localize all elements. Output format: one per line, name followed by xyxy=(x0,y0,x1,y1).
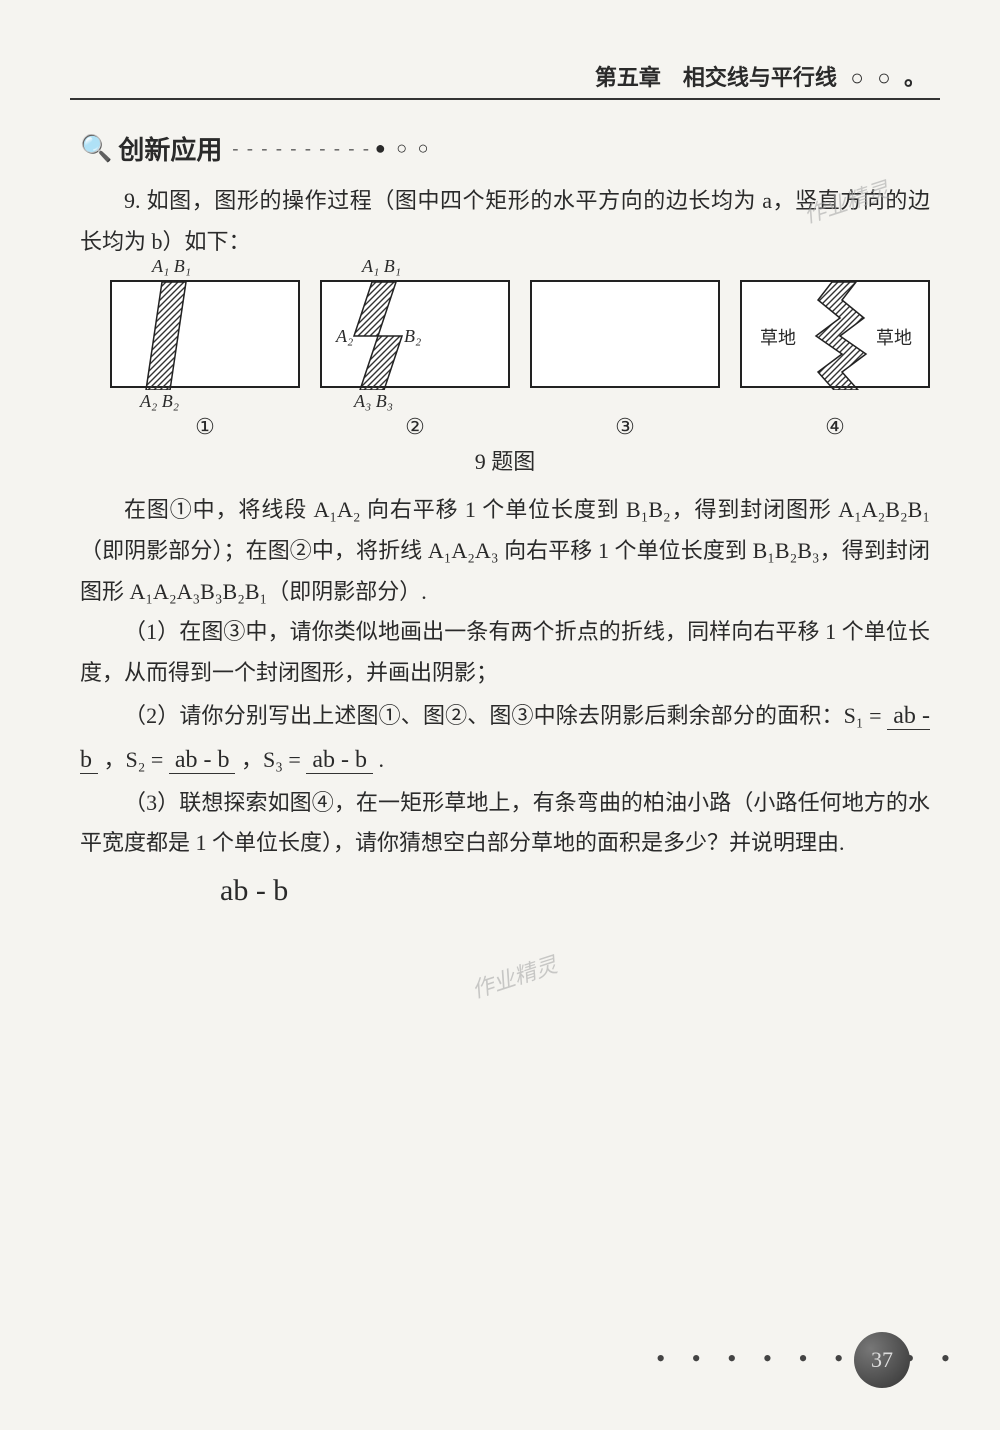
fig4-grass-right: 草地 xyxy=(876,324,912,350)
fig2-label-bottom: A₃ B₃ xyxy=(354,391,393,412)
section-dots: ● ○ ○ xyxy=(375,138,432,159)
section-dashes: - - - - - - - - - - xyxy=(232,138,370,159)
fig2-num: ② xyxy=(405,414,425,440)
page-number-badge: 37 xyxy=(854,1332,910,1388)
fig3-num: ③ xyxy=(615,414,635,440)
q9-opening: 9. 如图，图形的操作过程（图中四个矩形的水平方向的边长均为 a，竖直方向的边长… xyxy=(80,181,930,262)
figure-caption: 9 题图 xyxy=(70,444,940,476)
fig3-box xyxy=(530,280,720,388)
fig1-box xyxy=(110,280,300,388)
page-number: 37 xyxy=(871,1347,893,1373)
fig1-shaded xyxy=(112,282,302,390)
fig2-label-A2: A₂ xyxy=(336,326,353,347)
figure-2: A₁ B₁ A₂ B₂ A₃ B₃ ② xyxy=(320,280,510,440)
q9-ans2: ab - b xyxy=(169,747,236,774)
magnifier-icon: 🔍 xyxy=(80,134,112,164)
fig1-label-top: A₁ B₁ xyxy=(152,256,191,277)
fig4-grass-left: 草地 xyxy=(760,324,796,350)
figure-4: 草地 草地 ④ xyxy=(740,280,930,440)
watermark-mid: 作业精灵 xyxy=(467,947,561,1005)
section-title: 创新应用 xyxy=(118,130,222,167)
fig1-num: ① xyxy=(195,414,215,440)
figure-3: ③ xyxy=(530,280,720,440)
q9-part2-end: . xyxy=(378,747,384,772)
fig2-box: A₂ B₂ xyxy=(320,280,510,388)
fig1-label-bottom: A₂ B₂ xyxy=(140,391,179,412)
q9-part2-mid1: ，S₂ = xyxy=(104,747,169,772)
q9-part1: （1）在图③中，请你类似地画出一条有两个折点的折线，同样向右平移 1 个单位长度… xyxy=(80,612,930,693)
q9-part2-prefix: （2）请你分别写出上述图①、图②、图③中除去阴影后剩余部分的面积：S₁ = xyxy=(124,703,887,728)
chapter-header: 第五章 相交线与平行线 ○ ○ 。 xyxy=(70,60,940,92)
q9-handwritten-answer: ab - b xyxy=(220,874,940,908)
q9-part2-mid2: ，S₃ = xyxy=(241,747,306,772)
q9-part2: （2）请你分别写出上述图①、图②、图③中除去阴影后剩余部分的面积：S₁ = ab… xyxy=(80,694,930,783)
fig4-box: 草地 草地 xyxy=(740,280,930,388)
bottom-dots-left: • • • • • • • • • xyxy=(656,1344,960,1373)
bottom-dots: • • • • • • • • • xyxy=(656,1344,960,1374)
fig4-num: ④ xyxy=(825,414,845,440)
section-header: 🔍 创新应用 - - - - - - - - - - ● ○ ○ xyxy=(80,130,940,167)
q9-para1: 在图①中，将线段 A₁A₂ 向右平移 1 个单位长度到 B₁B₂，得到封闭图形 … xyxy=(80,490,930,612)
chapter-title: 第五章 相交线与平行线 xyxy=(595,65,837,90)
header-rule xyxy=(70,98,940,100)
fig2-label-top: A₁ B₁ xyxy=(362,256,401,277)
figure-1: A₁ B₁ A₂ B₂ ① xyxy=(110,280,300,440)
figures-row: A₁ B₁ A₂ B₂ ① A₁ B₁ xyxy=(110,280,930,440)
q9-part3: （3）联想探索如图④，在一矩形草地上，有条弯曲的柏油小路（小路任何地方的水平宽度… xyxy=(80,783,930,864)
header-circles: ○ ○ 。 xyxy=(850,60,930,92)
fig2-label-B2: B₂ xyxy=(404,326,421,347)
q9-ans3: ab - b xyxy=(306,747,373,774)
